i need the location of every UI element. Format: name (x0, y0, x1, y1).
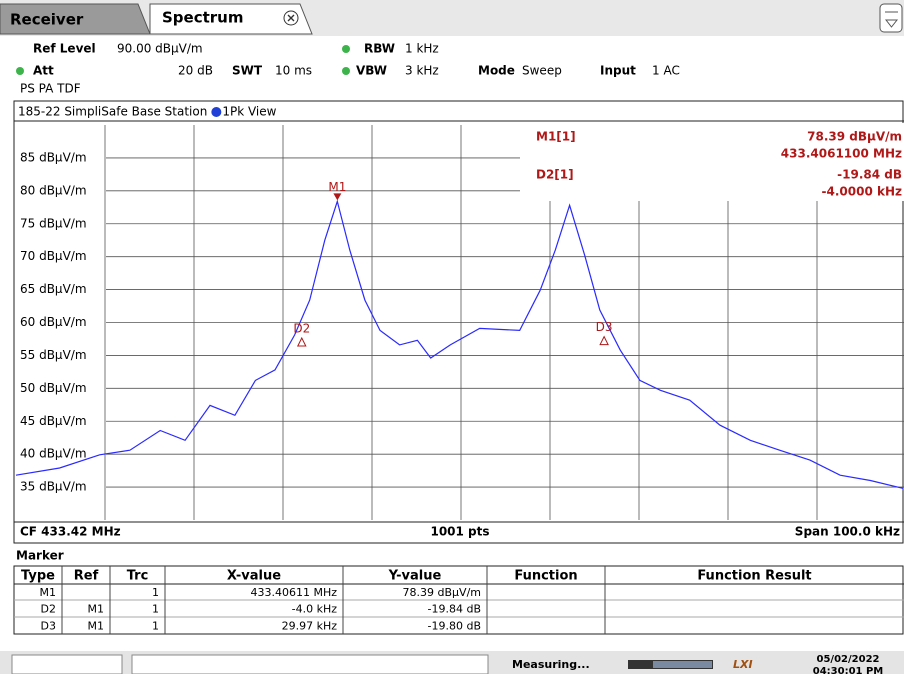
readout-value: 433.4061100 MHz (781, 147, 902, 161)
setting-value: 90.00 dBµV/m (117, 42, 203, 56)
table-cell: 1 (152, 586, 159, 599)
y-tick-label: 70 dBµV/m (20, 249, 87, 263)
table-cell: M1 (40, 586, 57, 599)
y-tick-label: 45 dBµV/m (20, 414, 87, 428)
marker-table: Type Ref Trc X-value Y-value Function Function… (13, 565, 904, 635)
trace-label: 1Pk View (222, 105, 276, 119)
status-text: Measuring... (512, 658, 590, 671)
column-header: Type (21, 569, 55, 584)
table-cell: 78.39 dBµV/m (403, 586, 481, 599)
setting-flags: PS PA TDF (20, 82, 81, 96)
setting-label: SWT (232, 64, 263, 78)
y-tick-label: 85 dBµV/m (20, 150, 87, 164)
column-header: Function (514, 569, 577, 584)
status-time: 04:30:01 PM (813, 666, 884, 674)
plot: 35 dBµV/m 40 dBµV/m 45 dBµV/m 50 dBµV/m 55 d… (15, 123, 904, 520)
setting-label: Att (33, 64, 54, 78)
readout-name: D2[1] (536, 168, 574, 182)
column-header: Y-value (388, 569, 442, 584)
setting-value: Sweep (522, 64, 562, 78)
footer-points: 1001 pts (430, 525, 489, 539)
softkey[interactable] (131, 654, 489, 674)
softkey[interactable] (11, 654, 123, 674)
menu-icon (884, 11, 899, 28)
marker-label: D2 (293, 321, 310, 335)
readout-name: M1[1] (536, 130, 576, 144)
status-date: 05/02/2022 (817, 654, 880, 665)
setting-label: Mode (478, 64, 515, 78)
tab-label[interactable]: Spectrum (162, 9, 243, 27)
y-tick-label: 65 dBµV/m (20, 282, 87, 296)
chart-title: 185-22 SimpliSafe Base Station (18, 105, 207, 119)
marker (296, 336, 307, 347)
marker (599, 335, 609, 346)
column-header: Trc (127, 569, 149, 584)
setting-label: Input (600, 64, 636, 78)
tab-spectrum[interactable] (149, 3, 313, 35)
setting-label: Ref Level (33, 42, 96, 56)
setting-value: 3 kHz (405, 64, 439, 78)
table-cell: 1 (152, 620, 159, 633)
setting-value: 20 dB (178, 64, 213, 78)
tab-label[interactable]: Receiver (10, 11, 84, 29)
table-title: Marker (16, 549, 64, 563)
y-tick-label: 80 dBµV/m (20, 183, 87, 197)
readout-box (520, 123, 904, 201)
table-cell: D2 (41, 603, 56, 616)
marker-label: M1 (328, 180, 346, 194)
status-dot (342, 67, 350, 75)
table-cell: -4.0 kHz (292, 603, 338, 616)
status-dot (342, 45, 350, 53)
y-tick-label: 50 dBµV/m (20, 381, 87, 395)
trace (15, 199, 904, 489)
marker (333, 193, 342, 201)
footer-cf: CF 433.42 MHz (20, 525, 121, 539)
y-tick-label: 75 dBµV/m (20, 216, 87, 230)
setting-label: VBW (356, 64, 387, 78)
settings-panel (0, 36, 904, 100)
table-cell: -19.84 dB (428, 603, 482, 616)
trace-dot (211, 107, 222, 117)
table-cell: D3 (41, 620, 56, 633)
lxi-logo: LXI (733, 658, 753, 671)
menu-button[interactable] (879, 3, 903, 33)
y-tick-label: 40 dBµV/m (20, 447, 87, 461)
status-dot (16, 67, 24, 75)
readout-value: -19.84 dB (837, 168, 902, 182)
footer-span: Span 100.0 kHz (795, 525, 900, 539)
table-cell: 29.97 kHz (282, 620, 338, 633)
setting-value: 1 kHz (405, 42, 439, 56)
column-header: Function Result (697, 569, 811, 584)
column-header: Ref (74, 569, 99, 584)
y-tick-label: 35 dBµV/m (20, 480, 87, 494)
y-tick-label: 60 dBµV/m (20, 315, 87, 329)
progress-rest (653, 661, 712, 668)
table-cell: M1 (88, 620, 105, 633)
table-cell: 433.40611 MHz (250, 586, 337, 599)
y-tick-label: 55 dBµV/m (20, 348, 87, 362)
column-header: X-value (227, 569, 281, 584)
setting-label: RBW (364, 42, 395, 56)
table-cell: M1 (88, 603, 105, 616)
setting-value: 10 ms (275, 64, 312, 78)
close-icon (287, 14, 295, 22)
readout-value: 78.39 dBµV/m (807, 130, 902, 144)
table-cell: 1 (152, 603, 159, 616)
setting-value: 1 AC (652, 64, 680, 78)
readout-value: -4.0000 kHz (822, 185, 902, 199)
marker-label: D3 (596, 320, 613, 334)
table-cell: -19.80 dB (428, 620, 482, 633)
